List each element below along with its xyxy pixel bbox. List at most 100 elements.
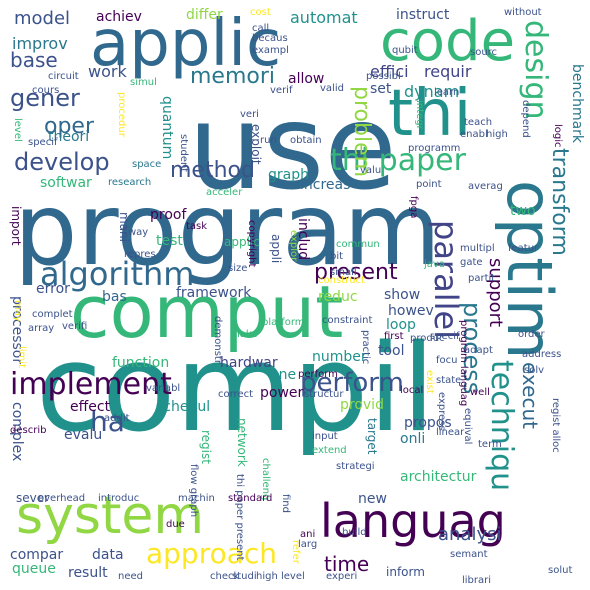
word-java: java bbox=[424, 259, 445, 270]
word-copyright: copyright bbox=[246, 220, 257, 268]
word-first: first bbox=[384, 331, 404, 342]
word-base: base bbox=[10, 48, 58, 72]
word-sever: sever bbox=[16, 491, 50, 505]
word-logic: logic bbox=[552, 124, 563, 148]
word-evalu: evalu bbox=[64, 427, 103, 443]
word-term: term bbox=[478, 439, 502, 450]
word-compil: compil bbox=[36, 320, 436, 459]
word-platform: platform bbox=[262, 317, 305, 328]
word-high: high bbox=[486, 129, 508, 140]
word-enabl: enabl bbox=[460, 129, 488, 140]
word-increas: increas bbox=[300, 177, 351, 193]
word-level: level bbox=[12, 118, 23, 142]
word-improv: improv bbox=[12, 34, 68, 53]
word-addit: addit bbox=[104, 413, 130, 424]
word-valu: valu bbox=[360, 165, 382, 176]
word-well: well bbox=[470, 387, 490, 398]
word-exampl: exampl bbox=[252, 45, 289, 56]
word-perform: perform bbox=[298, 369, 338, 380]
word-instruct: instruct bbox=[396, 7, 450, 23]
word-becaus: becaus bbox=[252, 33, 288, 44]
word-work: work bbox=[88, 62, 127, 81]
word-linear: linear bbox=[436, 427, 465, 438]
word-inform: inform bbox=[386, 565, 425, 579]
word-gener: gener bbox=[10, 84, 80, 112]
word-depend: depend bbox=[520, 100, 531, 138]
word-averag: averag bbox=[468, 181, 503, 192]
word-correct: correct bbox=[218, 389, 254, 400]
word-need: need bbox=[118, 571, 143, 582]
word-adapt: adapt bbox=[464, 345, 493, 356]
word-practic: practic bbox=[360, 330, 371, 365]
word-demonstr: demonstr bbox=[212, 316, 223, 364]
word-build: build bbox=[342, 527, 367, 538]
word-thi-paper: thi paper bbox=[330, 143, 466, 178]
word-number: number bbox=[312, 349, 367, 365]
word-perform: perform bbox=[300, 368, 404, 398]
word-studi: studi bbox=[232, 571, 257, 582]
word-semant: semant bbox=[450, 549, 488, 560]
word-graph: graph bbox=[268, 167, 309, 183]
word-may: may bbox=[12, 300, 23, 322]
word-simul: simul bbox=[130, 77, 157, 88]
word-reduc: reduc bbox=[318, 289, 358, 305]
word-input: input bbox=[312, 431, 338, 442]
word-high-level: high level bbox=[256, 571, 305, 582]
word-qubit: qubit bbox=[392, 45, 418, 56]
word-data: data bbox=[92, 547, 124, 563]
word-bit: bit bbox=[330, 251, 344, 262]
word-error: error bbox=[36, 281, 70, 297]
word-effici: effici bbox=[370, 62, 409, 81]
word-framework: framework bbox=[176, 285, 252, 301]
word-test: test bbox=[156, 233, 183, 249]
word-benchmark: benchmark bbox=[569, 64, 585, 144]
word-code: code bbox=[380, 9, 516, 74]
word-techniqu: techniqu bbox=[484, 360, 519, 492]
word-target: target bbox=[365, 418, 379, 455]
word-introduc: introduc bbox=[98, 493, 140, 504]
word-result: result bbox=[68, 565, 108, 581]
word-flow-graph: flow graph bbox=[188, 464, 199, 518]
word-possibl: possibl bbox=[366, 71, 401, 82]
word-set: set bbox=[370, 81, 392, 97]
word-find: find bbox=[280, 494, 291, 513]
word-program: program bbox=[14, 171, 441, 288]
word-appli: appli bbox=[269, 234, 283, 264]
word-small: small bbox=[330, 267, 357, 278]
word-differ: differ bbox=[186, 7, 223, 23]
word-overhead: overhead bbox=[38, 493, 86, 504]
word-fpga: fpga bbox=[408, 196, 419, 219]
word-import: import bbox=[9, 206, 23, 246]
word-solv: solv bbox=[524, 365, 545, 376]
word-loop: loop bbox=[386, 317, 416, 333]
word-programm: programm bbox=[408, 143, 461, 154]
word-address: address bbox=[522, 349, 562, 360]
word-sourc: sourc bbox=[470, 47, 498, 58]
word-howev: howev bbox=[388, 303, 434, 319]
word-problem: problem bbox=[349, 86, 374, 178]
word-exist: exist bbox=[424, 370, 435, 394]
word-thi: thi bbox=[388, 77, 472, 151]
word-refer: refer bbox=[290, 540, 301, 564]
word-order: order bbox=[518, 329, 545, 340]
word-way: way bbox=[128, 227, 149, 238]
word-produc: produc bbox=[410, 333, 445, 344]
word-local: local bbox=[400, 385, 424, 396]
word-veri: veri bbox=[240, 109, 259, 120]
word-partit: partit bbox=[468, 273, 496, 284]
word-construct: construct bbox=[318, 275, 365, 286]
word-size: size bbox=[228, 263, 248, 274]
word-multipl: multipl bbox=[460, 243, 495, 254]
word-softwar: softwar bbox=[40, 175, 92, 191]
word-dynam: dynam bbox=[404, 82, 460, 101]
word-array: array bbox=[28, 323, 55, 334]
word-express: express bbox=[436, 392, 447, 431]
word-method: method bbox=[170, 158, 255, 183]
word-cours: cours bbox=[32, 85, 60, 96]
word-task: task bbox=[186, 221, 208, 232]
word-develop: develop bbox=[14, 148, 110, 176]
word-tool: tool bbox=[378, 343, 405, 359]
word-learn: learn bbox=[434, 87, 460, 98]
word-time: time bbox=[324, 552, 370, 576]
word-limit: limit bbox=[16, 346, 27, 368]
